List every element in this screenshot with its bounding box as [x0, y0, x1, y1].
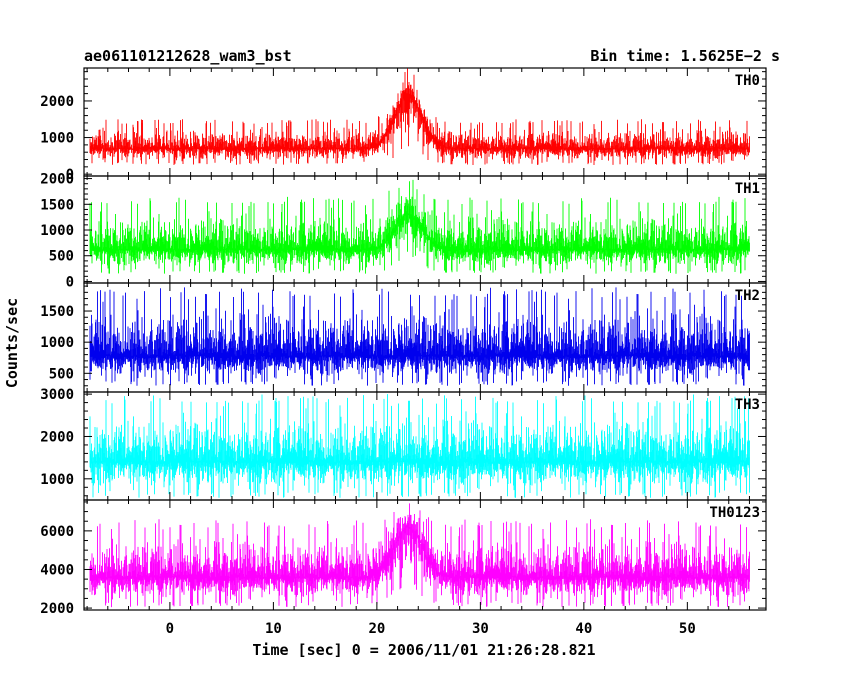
x-tick-label: 20 — [368, 621, 385, 637]
y-tick-label: 500 — [49, 249, 74, 265]
x-tick-label: 0 — [166, 621, 174, 637]
x-axis: 0 10 20 30 40 50 — [166, 621, 696, 637]
y-tick-label: 2000 — [40, 601, 74, 617]
y-tick-label: 4000 — [40, 562, 74, 578]
series-th1 — [89, 179, 750, 274]
panel-th0123: 2000 4000 6000 TH0123 — [40, 499, 767, 617]
panel-name-label: TH3 — [735, 397, 760, 413]
panel-name-label: TH0123 — [709, 505, 760, 521]
panel-name-label: TH1 — [735, 181, 760, 197]
y-tick-label: 0 — [66, 167, 74, 183]
y-tick-label: 2000 — [40, 94, 74, 110]
y-tick-label: 6000 — [40, 524, 74, 540]
y-tick-label: 1500 — [40, 304, 74, 320]
panel-stack: 0 1000 2000 TH0 0 500 1000 1500 2000 TH1 500 1000 15… — [40, 67, 767, 617]
y-tick-label: 1000 — [40, 335, 74, 351]
y-tick-label: 1500 — [40, 197, 74, 213]
y-axis-label: Counts/sec — [3, 298, 21, 388]
series-th2 — [89, 287, 750, 386]
x-axis-label: Time [sec] 0 = 2006/11/01 21:26:28.821 — [252, 641, 595, 659]
series-th0 — [89, 68, 750, 165]
x-tick-label: 30 — [472, 621, 489, 637]
x-tick-label: 50 — [679, 621, 696, 637]
x-tick-label: 40 — [575, 621, 592, 637]
x-tick-label: 10 — [265, 621, 282, 637]
y-tick-label: 1000 — [40, 131, 74, 147]
panel-th2: 500 1000 1500 TH2 — [40, 282, 767, 393]
panel-th1: 0 500 1000 1500 2000 TH1 — [40, 172, 767, 290]
panel-name-label: TH2 — [735, 288, 760, 304]
y-tick-label: 3000 — [40, 387, 74, 403]
series-th0123 — [89, 503, 750, 608]
y-tick-label: 2000 — [40, 429, 74, 445]
y-tick-label: 0 — [66, 274, 74, 290]
y-tick-label: 500 — [49, 366, 74, 382]
y-tick-label: 1000 — [40, 223, 74, 239]
bin-time-label: Bin time: 1.5625E−2 s — [590, 47, 780, 65]
y-tick-label: 1000 — [40, 472, 74, 488]
series-th3 — [89, 394, 750, 498]
panel-th0: 0 1000 2000 TH0 — [40, 67, 767, 183]
panel-frame — [83, 499, 767, 611]
chart-title: ae061101212628_wam3_bst — [84, 47, 292, 65]
panel-name-label: TH0 — [735, 73, 760, 89]
panel-th3: 1000 2000 3000 TH3 — [40, 387, 767, 501]
y-tick-label: 2000 — [40, 172, 74, 188]
